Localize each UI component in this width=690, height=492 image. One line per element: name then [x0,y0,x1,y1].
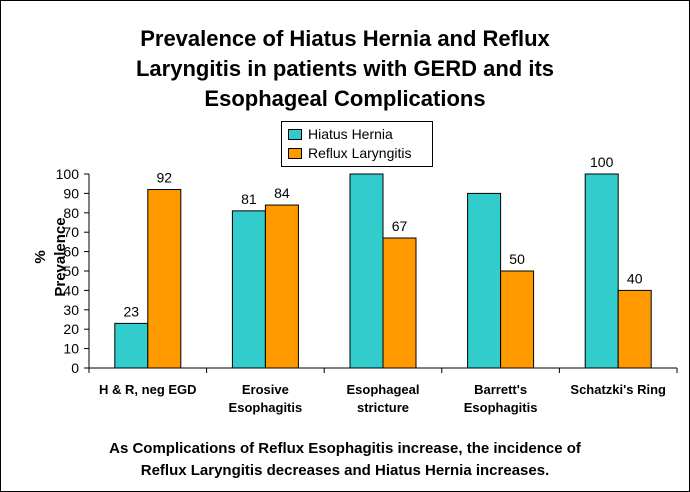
chart-legend: Hiatus Hernia Reflux Laryngitis [281,121,433,167]
x-category-3: Barrett's Esophagitis [442,381,560,417]
bar-hiatus-hernia-1 [231,210,266,369]
data-label-reflux-laryngitis-2: 67 [392,218,408,234]
x-category-2-line-1: stricture [356,400,410,415]
data-label-hiatus-hernia-4: 100 [590,154,614,170]
legend-swatch-reflux-laryngitis [288,148,302,159]
x-category-3-line-0: Barrett's [474,382,528,397]
y-tick-label-4: 40 [63,282,79,298]
bar-hiatus-hernia-0 [114,322,149,369]
x-category-1-line-0: Erosive [241,382,289,397]
y-tick-label-9: 90 [63,185,79,201]
x-category-3-line-1: Esophagitis [463,400,538,415]
chart-annotation-line-1: As Complications of Reflux Esophagitis i… [109,440,581,457]
y-tick-label-0: 0 [71,360,79,376]
data-label-reflux-laryngitis-4: 40 [627,270,643,286]
x-category-1-line-1: Esophagitis [228,400,303,415]
y-tick-label-6: 60 [63,244,79,260]
chart-title-line-1: Prevalence of Hiatus Hernia and Reflux [140,26,550,51]
x-category-4-line-0: Schatzki's Ring [570,382,666,397]
x-category-1: Erosive Esophagitis [206,381,324,417]
bar-reflux-laryngitis-3 [500,270,535,369]
y-tick-label-5: 50 [63,263,79,279]
data-label-reflux-laryngitis-3: 50 [509,251,525,267]
bar-reflux-laryngitis-0 [147,189,182,369]
y-tick-label-2: 20 [63,321,79,337]
x-category-2-line-0: Esophageal [346,382,420,397]
data-label-hiatus-hernia-1: 81 [241,191,257,207]
data-label-reflux-laryngitis-1: 84 [274,185,290,201]
bar-hiatus-hernia-4 [584,173,619,369]
y-tick-label-7: 70 [63,224,79,240]
chart-title-line-2: Laryngitis in patients with GERD and its [135,56,555,81]
y-tick-label-10: 100 [56,166,80,182]
bar-hiatus-hernia-2 [349,173,384,369]
x-category-0-line-0: H & R, neg EGD [99,382,197,397]
bar-hiatus-hernia-3 [467,192,502,369]
x-category-4: Schatzki's Ring [559,381,677,399]
data-label-reflux-laryngitis-0: 92 [157,170,173,186]
data-label-hiatus-hernia-0: 23 [124,303,140,319]
x-category-2: Esophageal stricture [324,381,442,417]
legend-label-reflux-laryngitis: Reflux Laryngitis [308,145,412,161]
bar-reflux-laryngitis-1 [264,204,299,369]
bar-reflux-laryngitis-4 [617,289,652,369]
legend-swatch-hiatus-hernia [288,129,302,140]
y-tick-label-1: 10 [63,341,79,357]
legend-label-hiatus-hernia: Hiatus Hernia [308,126,393,142]
x-category-0: H & R, neg EGD [89,381,207,399]
chart-title-line-3: Esophageal Complications [204,86,486,111]
chart-annotation-line-2: Reflux Laryngitis decreases and Hiatus H… [140,462,550,479]
y-tick-label-8: 80 [63,205,79,221]
bar-reflux-laryngitis-2 [382,237,417,369]
y-tick-label-3: 30 [63,302,79,318]
